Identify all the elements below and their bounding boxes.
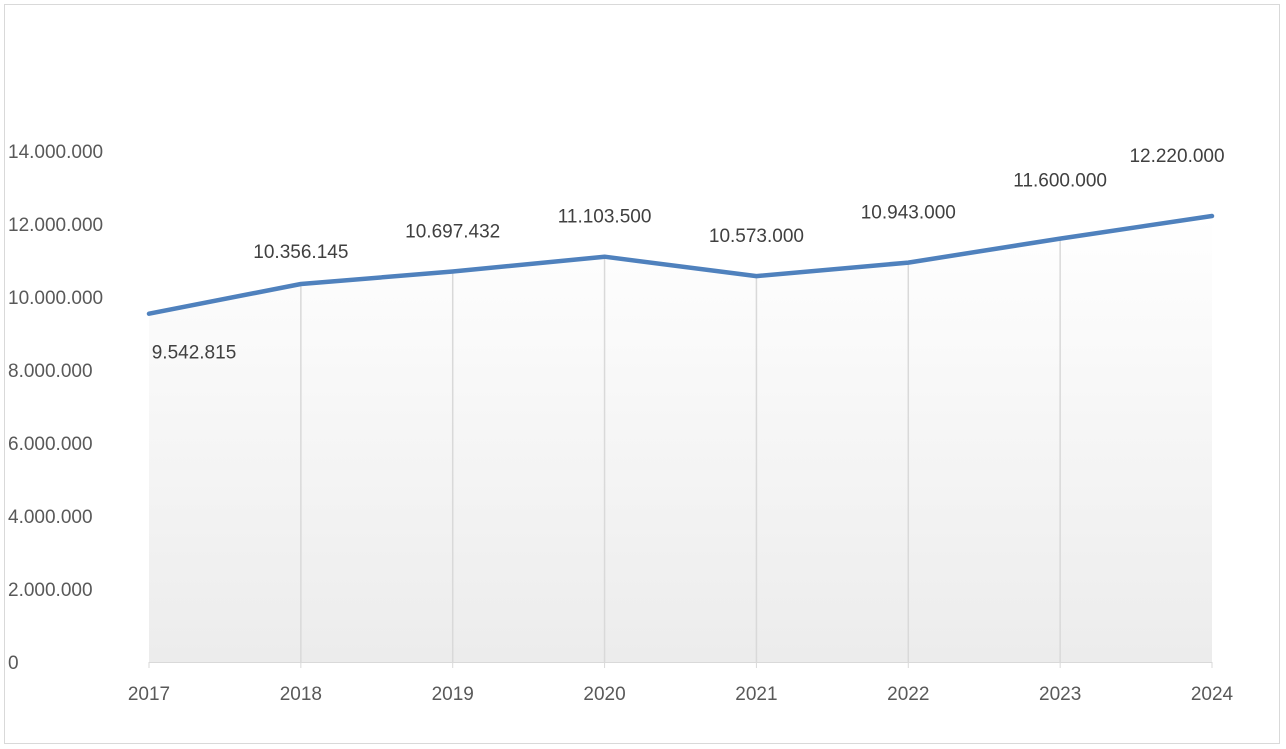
data-label: 10.697.432 <box>405 222 500 243</box>
data-label: 10.356.145 <box>253 242 348 263</box>
x-tick-label: 2020 <box>583 684 625 705</box>
data-label: 11.103.500 <box>558 207 652 228</box>
x-tick-label: 2018 <box>280 684 322 705</box>
x-tick-label: 2023 <box>1039 684 1081 705</box>
y-tick-label: 6.000.000 <box>8 434 93 455</box>
data-label: 9.542.815 <box>152 343 237 364</box>
y-tick-label: 2.000.000 <box>8 580 93 601</box>
y-tick-label: 12.000.000 <box>8 215 103 236</box>
x-tick-label: 2024 <box>1191 684 1234 705</box>
data-label: 11.600.000 <box>1013 171 1107 192</box>
y-tick-label: 0 <box>8 653 19 674</box>
data-label: 10.573.000 <box>709 226 804 247</box>
x-tick-label: 2022 <box>887 684 929 705</box>
y-tick-label: 14.000.000 <box>8 142 103 163</box>
y-tick-label: 10.000.000 <box>8 288 103 309</box>
x-tick-label: 2017 <box>128 684 170 705</box>
y-tick-label: 4.000.000 <box>8 507 93 528</box>
x-tick-label: 2019 <box>432 684 474 705</box>
series-line <box>146 213 1215 316</box>
x-tick-label: 2021 <box>735 684 777 705</box>
data-label: 10.943.000 <box>861 203 956 224</box>
area-fill <box>149 216 1212 662</box>
data-label: 12.220.000 <box>1129 146 1224 167</box>
y-tick-label: 8.000.000 <box>8 361 93 382</box>
